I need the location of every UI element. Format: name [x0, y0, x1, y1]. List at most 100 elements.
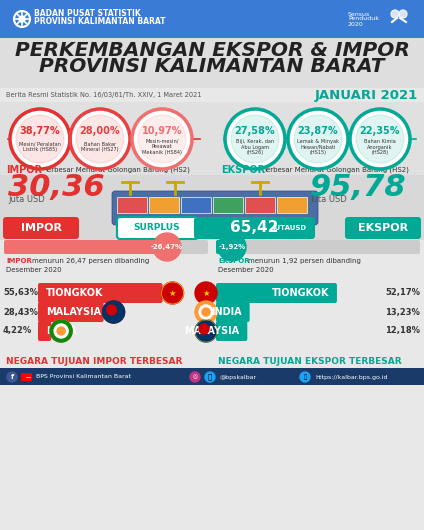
FancyBboxPatch shape	[117, 217, 198, 239]
Text: IMPOR: IMPOR	[6, 258, 32, 264]
FancyBboxPatch shape	[0, 38, 424, 90]
Text: ◎: ◎	[192, 375, 198, 379]
Text: 27,58%: 27,58%	[235, 126, 275, 136]
FancyBboxPatch shape	[0, 0, 424, 38]
Text: -1,92%: -1,92%	[218, 244, 245, 250]
Circle shape	[195, 301, 217, 323]
Circle shape	[199, 305, 213, 319]
Text: Desember 2020: Desember 2020	[6, 267, 61, 273]
FancyBboxPatch shape	[0, 175, 424, 240]
FancyBboxPatch shape	[216, 283, 337, 303]
FancyBboxPatch shape	[216, 240, 420, 254]
Circle shape	[106, 305, 117, 315]
Text: Lemak & Minyak
Hewan/Nabati
(HS15): Lemak & Minyak Hewan/Nabati (HS15)	[297, 139, 339, 155]
FancyBboxPatch shape	[0, 240, 424, 282]
Text: Mesin-mesin/
Pesawat
Mekanik (HS84): Mesin-mesin/ Pesawat Mekanik (HS84)	[142, 139, 182, 155]
Circle shape	[199, 324, 209, 334]
Circle shape	[7, 372, 17, 382]
Text: EKSPOR: EKSPOR	[221, 165, 265, 175]
Text: f: f	[11, 374, 14, 380]
FancyBboxPatch shape	[213, 197, 243, 213]
Circle shape	[218, 233, 246, 261]
Text: -26,47%: -26,47%	[151, 244, 183, 250]
Circle shape	[76, 115, 124, 163]
Text: IMPOR: IMPOR	[6, 165, 42, 175]
Text: Sensus: Sensus	[348, 12, 370, 16]
Text: 95,78: 95,78	[310, 173, 407, 202]
Circle shape	[16, 115, 64, 163]
Circle shape	[138, 115, 186, 163]
Circle shape	[70, 109, 130, 169]
Text: JANUARI 2021: JANUARI 2021	[315, 89, 418, 102]
FancyBboxPatch shape	[277, 197, 307, 213]
Circle shape	[195, 282, 217, 304]
Text: 13,23%: 13,23%	[385, 307, 420, 316]
Circle shape	[195, 320, 217, 342]
Text: PROVINSI KALIMANTAN BARAT: PROVINSI KALIMANTAN BARAT	[34, 16, 165, 25]
Text: Desember 2020: Desember 2020	[218, 267, 273, 273]
Circle shape	[294, 115, 342, 163]
Text: TIONGKOK: TIONGKOK	[46, 288, 103, 298]
FancyBboxPatch shape	[0, 282, 424, 370]
Text: Bahan Bakar
Mineral (HS27): Bahan Bakar Mineral (HS27)	[81, 142, 119, 153]
Text: ★: ★	[169, 288, 176, 297]
Circle shape	[132, 109, 192, 169]
Text: Juta USD: Juta USD	[8, 196, 45, 205]
Text: NEGARA TUJUAN IMPOR TERBESAR: NEGARA TUJUAN IMPOR TERBESAR	[6, 358, 182, 367]
FancyBboxPatch shape	[38, 302, 103, 322]
Text: 12,18%: 12,18%	[385, 326, 420, 335]
Circle shape	[103, 301, 125, 323]
Text: MALAYSIA: MALAYSIA	[184, 326, 239, 336]
FancyBboxPatch shape	[0, 88, 424, 102]
Circle shape	[205, 372, 215, 382]
FancyBboxPatch shape	[216, 321, 247, 341]
Text: INDIA: INDIA	[211, 307, 242, 317]
FancyBboxPatch shape	[117, 197, 147, 213]
Text: BADAN PUSAT STATISTIK: BADAN PUSAT STATISTIK	[34, 10, 141, 19]
Text: SURPLUS: SURPLUS	[134, 224, 180, 233]
FancyBboxPatch shape	[149, 197, 179, 213]
Text: PROVINSI KALIMANTAN BARAT: PROVINSI KALIMANTAN BARAT	[39, 57, 385, 76]
Circle shape	[225, 109, 285, 169]
Circle shape	[103, 301, 125, 323]
Circle shape	[10, 109, 70, 169]
FancyBboxPatch shape	[21, 373, 32, 381]
Text: Terbesar Menurut Golongan Barang (HS2): Terbesar Menurut Golongan Barang (HS2)	[44, 167, 190, 173]
Text: 2020: 2020	[348, 22, 364, 26]
Text: 🌐: 🌐	[304, 374, 307, 380]
FancyBboxPatch shape	[3, 217, 79, 239]
Circle shape	[350, 109, 410, 169]
Circle shape	[391, 10, 399, 18]
Text: 22,35%: 22,35%	[360, 126, 400, 136]
Circle shape	[202, 308, 210, 316]
Text: Juta USD: Juta USD	[310, 196, 347, 205]
Text: Berita Resmi Statistik No. 16/03/61/Th. XXIV, 1 Maret 2021: Berita Resmi Statistik No. 16/03/61/Th. …	[6, 92, 201, 98]
Text: 52,17%: 52,17%	[385, 288, 420, 297]
Text: Terbesar Menurut Golongan Barang (HS2): Terbesar Menurut Golongan Barang (HS2)	[263, 167, 409, 173]
FancyBboxPatch shape	[194, 217, 315, 239]
Text: 23,87%: 23,87%	[298, 126, 338, 136]
FancyBboxPatch shape	[38, 321, 51, 341]
Text: 4,22%: 4,22%	[3, 326, 32, 335]
Circle shape	[57, 327, 65, 335]
Text: TIONGKOK: TIONGKOK	[271, 288, 329, 298]
Text: NEGARA TUJUAN EKSPOR TERBESAR: NEGARA TUJUAN EKSPOR TERBESAR	[218, 358, 402, 367]
FancyBboxPatch shape	[112, 191, 318, 225]
Text: JUTAUSD: JUTAUSD	[272, 225, 306, 231]
Circle shape	[300, 372, 310, 382]
FancyBboxPatch shape	[181, 197, 211, 213]
Text: menurun 1,92 persen dibanding: menurun 1,92 persen dibanding	[248, 258, 361, 264]
Circle shape	[190, 372, 200, 382]
Text: 55,63%: 55,63%	[3, 288, 38, 297]
Text: PERKEMBANGAN EKSPOR & IMPOR: PERKEMBANGAN EKSPOR & IMPOR	[14, 40, 410, 59]
Text: Mesin/ Peralatan
Listrik (HS85): Mesin/ Peralatan Listrik (HS85)	[19, 142, 61, 153]
FancyBboxPatch shape	[245, 197, 275, 213]
Text: INDIA: INDIA	[46, 326, 77, 336]
Text: MALAYSIA: MALAYSIA	[46, 307, 101, 317]
Text: 30,36: 30,36	[8, 173, 105, 202]
Text: ★: ★	[202, 288, 210, 297]
FancyBboxPatch shape	[0, 368, 424, 385]
Text: 🐦: 🐦	[208, 374, 212, 381]
FancyBboxPatch shape	[38, 283, 162, 303]
Text: 28,43%: 28,43%	[3, 307, 38, 316]
